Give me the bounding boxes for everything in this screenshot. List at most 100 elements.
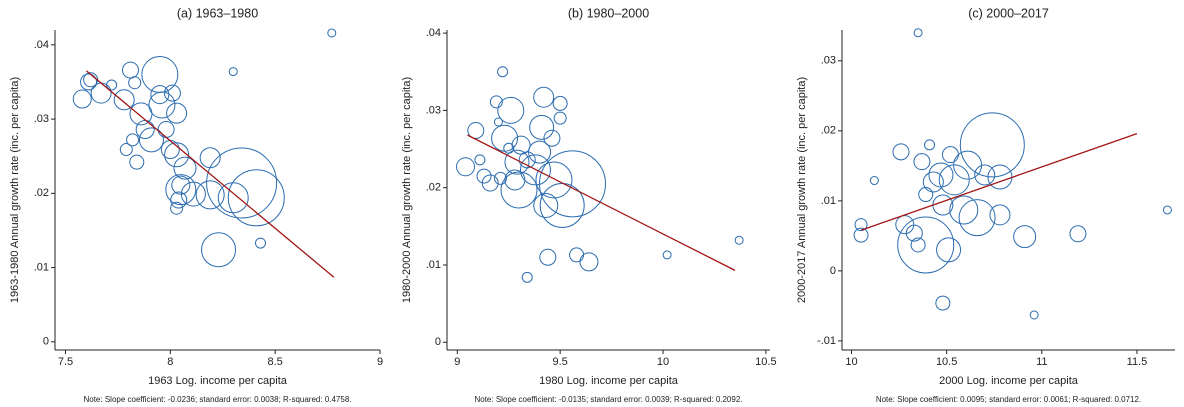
bubble: [121, 61, 139, 79]
bubble: [535, 161, 573, 199]
bubble: [163, 84, 181, 102]
bubble: [543, 129, 561, 147]
bubble: [173, 156, 197, 180]
bubble: [166, 102, 188, 124]
bubble: [521, 271, 533, 283]
y-tick-label: -.01: [817, 335, 836, 347]
bubble: [90, 82, 112, 104]
bubble: [897, 216, 955, 274]
bubble: [913, 28, 923, 38]
bubble: [539, 248, 557, 266]
panel-title: (b) 1980–2000: [568, 6, 649, 20]
x-axis-label: 2000 Log. income per capita: [939, 375, 1079, 387]
bubble: [171, 175, 191, 195]
bubble: [936, 237, 962, 263]
bubble: [195, 180, 225, 210]
x-tick-label: 10: [845, 356, 857, 368]
bubble: [170, 191, 188, 209]
bubble: [533, 86, 555, 108]
bubble: [160, 140, 180, 160]
y-tick-label: .04: [34, 39, 49, 51]
bubble: [569, 247, 585, 263]
bubble: [529, 114, 555, 140]
bubble: [922, 171, 944, 193]
bubble: [481, 174, 499, 192]
y-tick-label: 0: [830, 265, 836, 277]
bubble: [141, 56, 179, 94]
bubble: [538, 150, 606, 218]
panel-title: (c) 2000–2017: [968, 6, 1049, 20]
x-axis-label: 1980 Log. income per capita: [539, 375, 679, 387]
y-axis-label: 2000-2017 Annual growth rate (inc. per c…: [796, 77, 808, 303]
bubble: [958, 199, 996, 237]
bubble: [949, 195, 979, 225]
bubble: [553, 111, 567, 125]
y-tick-label: 0: [435, 336, 441, 348]
bubble: [533, 192, 559, 218]
bubble: [519, 154, 551, 186]
bubble: [474, 154, 486, 166]
bubble: [869, 176, 879, 186]
bubble: [157, 120, 175, 138]
fit-line: [467, 134, 736, 271]
note: Note: Slope coefficient: 0.0095; standar…: [876, 395, 1141, 404]
x-tick-label: 11.5: [1127, 356, 1148, 368]
y-tick-label: .02: [426, 182, 441, 194]
bubble: [503, 142, 515, 154]
bubble: [170, 201, 184, 215]
x-tick-label: 10.5: [755, 356, 776, 368]
y-axis-label: 1980-2000 Annual growth rate (inc. per c…: [401, 77, 413, 303]
bubble: [128, 76, 142, 90]
bubble: [959, 112, 1025, 178]
x-tick-label: 9.5: [553, 356, 568, 368]
y-tick-label: .01: [426, 259, 441, 271]
bubble: [467, 121, 485, 139]
fit-line: [860, 133, 1138, 231]
y-tick-label: .02: [34, 187, 49, 199]
bubble: [913, 153, 931, 171]
bubble: [941, 146, 959, 164]
panel-title: (a) 1963–1980: [177, 6, 258, 20]
bubble: [126, 133, 140, 147]
x-tick-label: 9: [377, 356, 383, 368]
bubble: [500, 171, 538, 209]
bubble: [456, 157, 476, 177]
bubble: [918, 187, 934, 203]
y-tick-label: .03: [34, 113, 49, 125]
bubble: [1162, 205, 1172, 215]
y-axis-label: 1963-1980 Annual growth rate (inc. per c…: [9, 77, 21, 303]
y-tick-label: .03: [426, 104, 441, 116]
bubble: [489, 95, 503, 109]
bubble: [734, 235, 744, 245]
bubble: [217, 182, 249, 214]
bubble: [924, 139, 936, 151]
x-tick-label: 11: [1036, 356, 1047, 368]
x-tick-label: 8: [167, 356, 173, 368]
bubble: [497, 96, 525, 124]
bubble: [935, 295, 951, 311]
bubble: [974, 164, 996, 186]
y-tick-label: .03: [821, 55, 836, 67]
bubble: [201, 232, 237, 268]
x-axis-label: 1963 Log. income per capita: [148, 375, 288, 387]
bubble: [528, 140, 552, 164]
bubble: [493, 171, 507, 185]
bubble: [148, 91, 176, 119]
bubble: [1029, 310, 1039, 320]
bubble: [113, 89, 135, 111]
bubble: [150, 85, 170, 105]
bubble: [905, 224, 923, 242]
bubble: [895, 215, 915, 235]
bubble: [504, 149, 530, 175]
bubble: [493, 117, 503, 127]
bubble: [227, 169, 285, 227]
fit-line: [86, 70, 335, 278]
bubble: [119, 143, 133, 157]
bubble: [476, 168, 492, 184]
bubble: [80, 73, 98, 91]
y-tick-label: .01: [821, 195, 836, 207]
bubble: [938, 164, 970, 196]
bubble: [579, 252, 599, 272]
bubble: [138, 127, 164, 153]
